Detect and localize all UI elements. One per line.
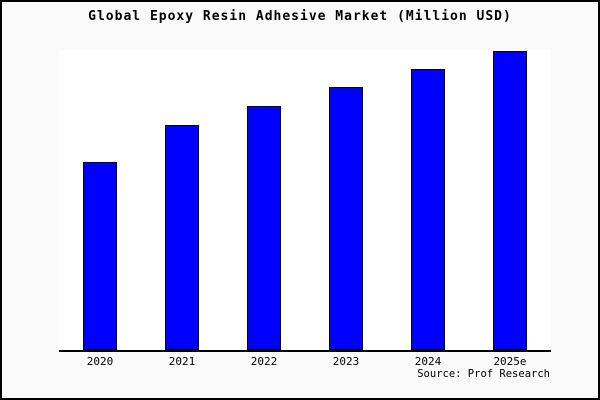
x-tick-label-2024: 2024 xyxy=(414,355,442,368)
bar-2024 xyxy=(411,69,445,350)
bar-2025e xyxy=(493,51,527,350)
bar-2021 xyxy=(165,125,199,350)
bar-2022 xyxy=(247,106,281,350)
x-tick-label-2025e: 2025e xyxy=(493,355,527,368)
x-tick-label-2021: 2021 xyxy=(168,355,196,368)
x-tick-label-2022: 2022 xyxy=(250,355,278,368)
plot-area xyxy=(59,50,551,352)
x-tick-label-2023: 2023 xyxy=(332,355,360,368)
bar-2023 xyxy=(329,87,363,350)
bar-2020 xyxy=(83,162,117,350)
chart-title: Global Epoxy Resin Adhesive Market (Mill… xyxy=(88,9,512,24)
x-tick-label-2020: 2020 xyxy=(86,355,114,368)
source-caption: Source: Prof Research xyxy=(417,368,550,380)
